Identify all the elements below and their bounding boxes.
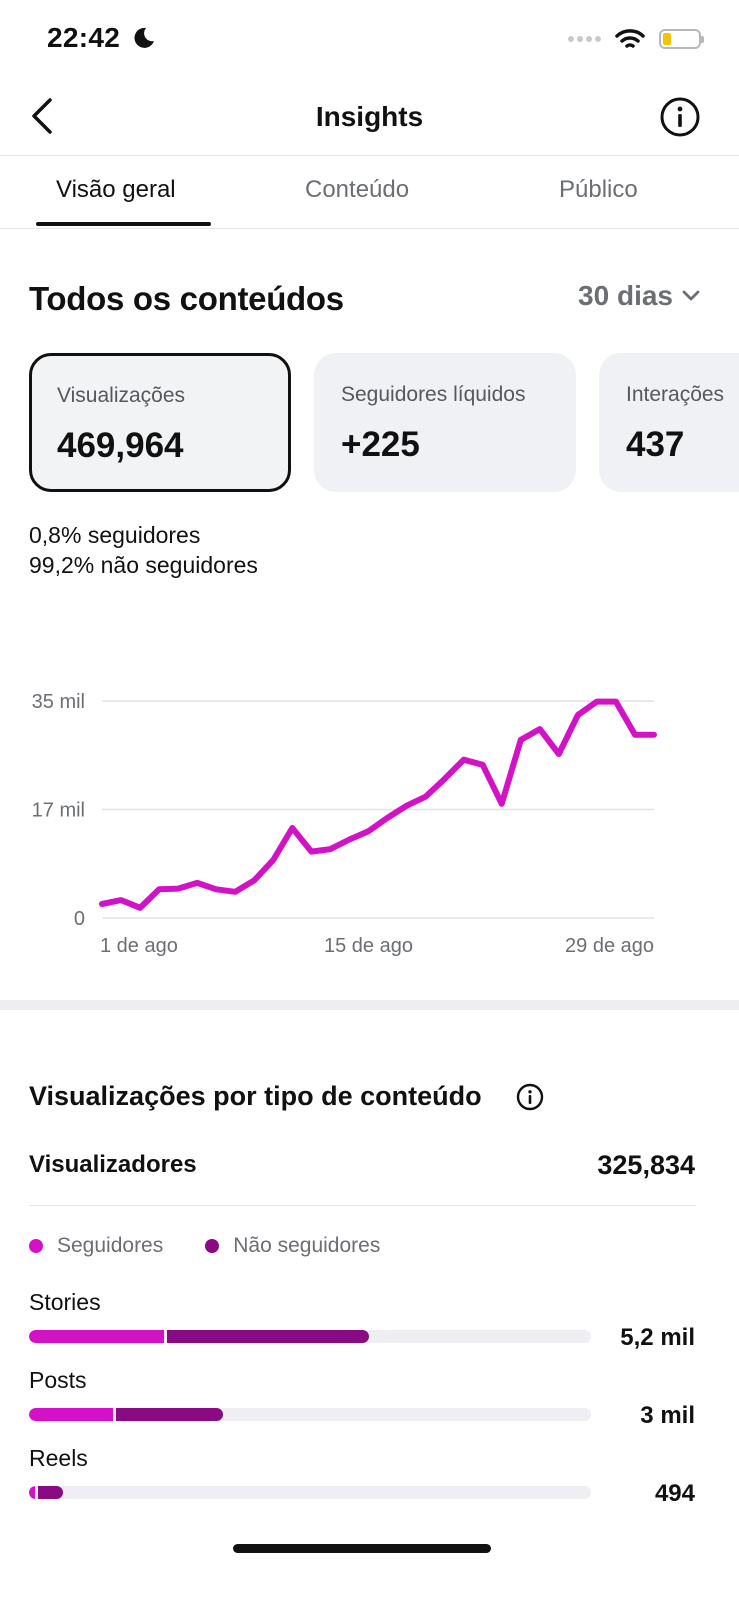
metric-value: 437 bbox=[626, 425, 685, 464]
metric-card-net-followers[interactable]: Seguidores líquidos +225 bbox=[314, 353, 576, 492]
info-icon[interactable] bbox=[516, 1083, 544, 1111]
bar-segment-non-followers bbox=[116, 1408, 223, 1421]
views-line-chart: 0 17 mil 35 mil 1 de ago 15 de ago 29 de ago bbox=[32, 691, 657, 957]
metric-card-clip: Interações 437 bbox=[599, 353, 739, 492]
legend-label: Não seguidores bbox=[233, 1234, 381, 1257]
page-title: Insights bbox=[315, 101, 424, 132]
viewers-value: 325,834 bbox=[597, 1150, 695, 1180]
info-icon[interactable] bbox=[659, 96, 701, 138]
bar-segment-followers bbox=[29, 1330, 164, 1343]
chevron-down-icon bbox=[682, 290, 700, 301]
metric-card-interactions[interactable]: Interações 437 bbox=[599, 353, 739, 492]
bar-segment-non-followers bbox=[167, 1330, 369, 1343]
bar-segment-non-followers bbox=[38, 1486, 63, 1499]
row-label-posts: Posts bbox=[29, 1367, 87, 1393]
divider bbox=[29, 1205, 696, 1206]
bar-track-stories bbox=[29, 1330, 591, 1343]
x-tick-label: 1 de ago bbox=[100, 935, 178, 957]
followers-split: 0,8% seguidores bbox=[29, 522, 200, 549]
bar-segment-followers bbox=[29, 1486, 35, 1499]
non-followers-pct: 99,2% bbox=[29, 552, 95, 578]
metric-label: Interações bbox=[626, 383, 725, 406]
range-dropdown[interactable]: 30 dias bbox=[578, 280, 701, 312]
content-type-title: Visualizações por tipo de conteúdo bbox=[29, 1081, 482, 1111]
legend: Seguidores Não seguidores bbox=[29, 1234, 422, 1258]
tab-bar: Visão geral Conteúdo Público bbox=[0, 155, 739, 229]
non-followers-text: não seguidores bbox=[100, 552, 258, 578]
metric-value: 469,964 bbox=[57, 426, 184, 465]
metric-label: Seguidores líquidos bbox=[341, 383, 526, 406]
status-icons bbox=[568, 28, 704, 50]
bar-segment-followers bbox=[29, 1408, 113, 1421]
row-value-posts: 3 mil bbox=[640, 1402, 695, 1429]
legend-item-followers: Seguidores bbox=[29, 1234, 163, 1258]
followers-text: seguidores bbox=[87, 522, 201, 548]
section-title: Todos os conteúdos bbox=[29, 280, 344, 317]
x-tick-label: 29 de ago bbox=[565, 935, 654, 957]
legend-label: Seguidores bbox=[57, 1234, 164, 1257]
metric-card-views[interactable]: Visualizações 469,964 bbox=[29, 353, 291, 492]
section-divider bbox=[0, 1000, 739, 1010]
chevron-left-icon[interactable] bbox=[28, 96, 58, 136]
non-followers-split: 99,2% não seguidores bbox=[29, 552, 258, 579]
metric-value: +225 bbox=[341, 425, 420, 464]
tab-audience[interactable]: Público bbox=[559, 176, 638, 203]
row-label-stories: Stories bbox=[29, 1289, 101, 1315]
range-label: 30 dias bbox=[578, 280, 673, 311]
tab-content[interactable]: Conteúdo bbox=[305, 176, 410, 203]
bar-track-reels bbox=[29, 1486, 591, 1499]
active-tab-indicator bbox=[36, 222, 211, 226]
viewers-label: Visualizadores bbox=[29, 1151, 197, 1178]
tab-overview[interactable]: Visão geral bbox=[56, 176, 176, 203]
legend-item-non-followers: Não seguidores bbox=[205, 1234, 380, 1258]
y-tick-label: 0 bbox=[74, 908, 85, 930]
battery-icon bbox=[659, 29, 704, 49]
legend-dot bbox=[29, 1239, 43, 1253]
metric-label: Visualizações bbox=[57, 384, 186, 407]
status-time: 22:42 bbox=[47, 22, 121, 53]
row-label-reels: Reels bbox=[29, 1445, 88, 1471]
moon-icon bbox=[134, 27, 154, 48]
y-tick-label: 17 mil bbox=[32, 800, 85, 822]
y-tick-label: 35 mil bbox=[32, 691, 85, 713]
row-value-reels: 494 bbox=[654, 1480, 695, 1507]
wifi-icon bbox=[615, 29, 645, 48]
cellular-dots-icon bbox=[568, 36, 601, 42]
x-tick-label: 15 de ago bbox=[324, 935, 413, 957]
home-indicator bbox=[233, 1544, 491, 1553]
series-line bbox=[99, 698, 657, 911]
bar-track-posts bbox=[29, 1408, 591, 1421]
followers-pct: 0,8% bbox=[29, 522, 82, 548]
row-value-stories: 5,2 mil bbox=[620, 1324, 695, 1351]
legend-dot bbox=[205, 1239, 220, 1253]
